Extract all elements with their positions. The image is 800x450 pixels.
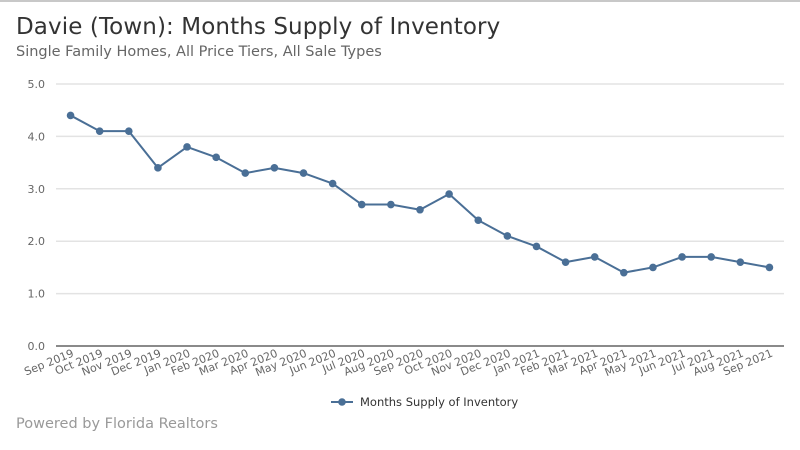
data-point bbox=[736, 258, 745, 266]
data-point bbox=[183, 143, 191, 151]
data-point bbox=[707, 253, 715, 261]
data-point bbox=[590, 253, 599, 261]
series-months-supply bbox=[66, 111, 774, 277]
data-point bbox=[241, 169, 250, 177]
data-point bbox=[270, 164, 279, 172]
data-point bbox=[357, 200, 366, 209]
series-line bbox=[70, 114, 770, 274]
legend-marker-icon bbox=[338, 398, 346, 406]
y-tick-label: 5.0 bbox=[28, 78, 46, 91]
chart-title: Davie (Town): Months Supply of Inventory bbox=[16, 14, 501, 40]
data-point bbox=[765, 263, 774, 272]
chart-subtitle: Single Family Homes, All Price Tiers, Al… bbox=[16, 44, 382, 60]
y-tick-label: 2.0 bbox=[28, 235, 46, 248]
data-point bbox=[299, 169, 308, 177]
data-point bbox=[212, 153, 220, 162]
powered-by-credit: Powered by Florida Realtors bbox=[16, 416, 218, 432]
data-point bbox=[678, 253, 686, 261]
top-border bbox=[0, 0, 800, 2]
y-tick-label: 1.0 bbox=[28, 288, 46, 301]
data-point bbox=[154, 164, 162, 172]
data-point bbox=[387, 200, 395, 209]
y-tick-label: 3.0 bbox=[28, 183, 46, 196]
legend[interactable]: Months Supply of Inventory bbox=[331, 395, 518, 409]
data-point bbox=[416, 205, 424, 214]
data-point bbox=[328, 179, 337, 188]
data-point bbox=[649, 263, 657, 272]
data-point bbox=[503, 232, 512, 240]
data-point bbox=[125, 127, 133, 135]
data-point bbox=[620, 268, 628, 277]
data-point bbox=[474, 216, 483, 225]
legend-label: Months Supply of Inventory bbox=[360, 395, 518, 409]
gridlines bbox=[56, 83, 784, 347]
y-tick-label: 4.0 bbox=[28, 130, 46, 143]
data-point bbox=[445, 190, 453, 198]
data-point bbox=[95, 127, 104, 135]
data-point bbox=[66, 111, 75, 120]
y-tick-label: 0.0 bbox=[28, 340, 46, 353]
y-axis-ticks: 0.0 1.0 2.0 3.0 4.0 5.0 bbox=[28, 78, 46, 353]
data-point bbox=[561, 258, 570, 266]
data-point bbox=[532, 242, 541, 251]
